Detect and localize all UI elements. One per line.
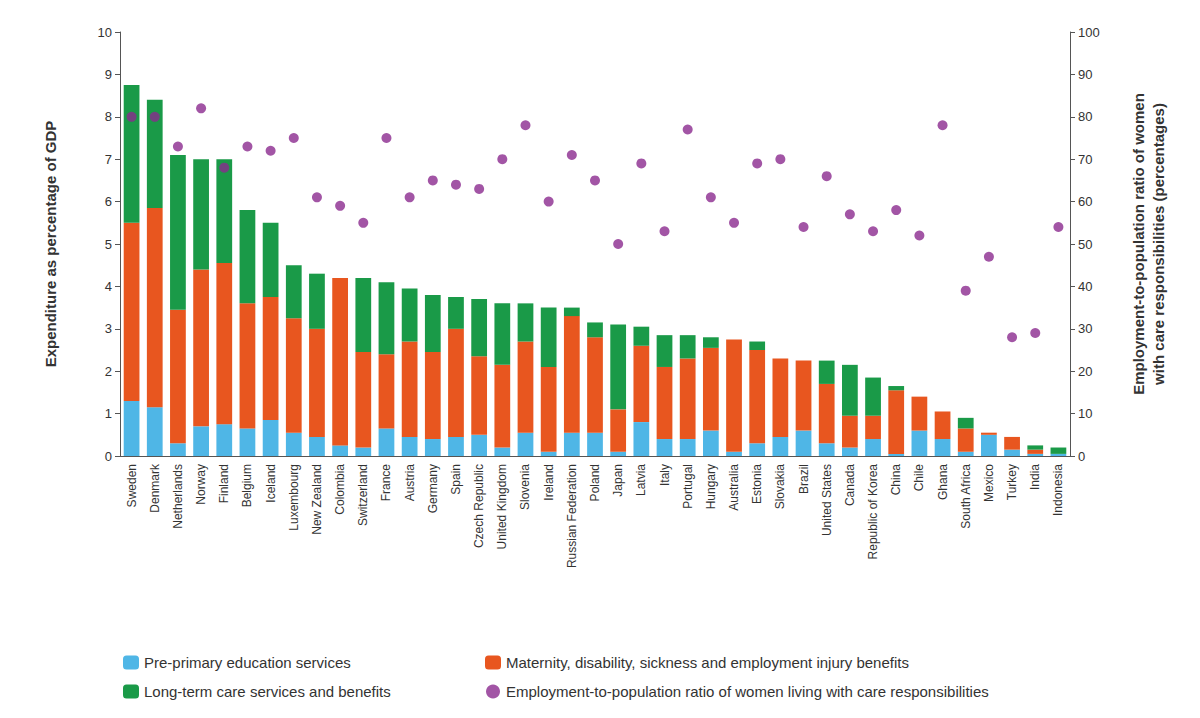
svg-text:with care responsibilities (pe: with care responsibilities (percentages) — [1150, 103, 1167, 386]
svg-text:Expenditure as percentage of G: Expenditure as percentage of GDP — [42, 121, 59, 368]
svg-text:50: 50 — [1078, 237, 1092, 252]
svg-text:Employment-to-population ratio: Employment-to-population ratio of women — [1130, 93, 1147, 395]
svg-text:5: 5 — [105, 237, 112, 252]
svg-text:70: 70 — [1078, 152, 1092, 167]
svg-text:Belgium: Belgium — [240, 464, 254, 507]
svg-text:7: 7 — [105, 152, 112, 167]
svg-text:6: 6 — [105, 194, 112, 209]
svg-text:Slovenia: Slovenia — [518, 464, 532, 510]
svg-text:United Kingdom: United Kingdom — [495, 464, 509, 549]
svg-text:20: 20 — [1078, 364, 1092, 379]
svg-text:60: 60 — [1078, 194, 1092, 209]
svg-text:Spain: Spain — [449, 464, 463, 495]
svg-text:Japan: Japan — [611, 464, 625, 497]
svg-text:Norway: Norway — [194, 464, 208, 505]
svg-text:Ireland: Ireland — [542, 464, 556, 501]
svg-text:France: France — [379, 464, 393, 502]
svg-text:Turkey: Turkey — [1005, 464, 1019, 500]
svg-text:2: 2 — [105, 364, 112, 379]
svg-text:Italy: Italy — [658, 464, 672, 486]
svg-text:Hungary: Hungary — [704, 464, 718, 509]
svg-text:0: 0 — [1078, 449, 1085, 464]
svg-text:Employment-to-population ratio: Employment-to-population ratio of women … — [506, 683, 989, 700]
svg-text:30: 30 — [1078, 321, 1092, 336]
svg-text:Chile: Chile — [912, 464, 926, 492]
svg-text:3: 3 — [105, 321, 112, 336]
svg-text:0: 0 — [105, 449, 112, 464]
svg-text:Mexico: Mexico — [982, 464, 996, 502]
svg-text:Estonia: Estonia — [750, 464, 764, 504]
svg-text:Iceland: Iceland — [264, 464, 278, 503]
svg-text:Portugal: Portugal — [681, 464, 695, 509]
svg-text:Colombia: Colombia — [333, 464, 347, 515]
svg-text:10: 10 — [98, 25, 112, 40]
svg-text:Austria: Austria — [403, 464, 417, 502]
svg-text:Pre-primary education services: Pre-primary education services — [144, 654, 351, 671]
svg-text:Republic of Korea: Republic of Korea — [866, 464, 880, 560]
svg-text:Canada: Canada — [843, 464, 857, 506]
svg-text:Australia: Australia — [727, 464, 741, 511]
svg-text:Denmark: Denmark — [148, 463, 162, 513]
svg-text:Netherlands: Netherlands — [171, 464, 185, 529]
svg-text:10: 10 — [1078, 406, 1092, 421]
svg-text:Maternity, disability, sicknes: Maternity, disability, sickness and empl… — [506, 654, 909, 671]
svg-text:4: 4 — [105, 279, 112, 294]
svg-text:United States: United States — [820, 464, 834, 536]
svg-text:South Africa: South Africa — [959, 464, 973, 529]
svg-text:Switzerland: Switzerland — [356, 464, 370, 526]
svg-text:Latvia: Latvia — [634, 464, 648, 496]
svg-text:Sweden: Sweden — [125, 464, 139, 507]
svg-text:China: China — [889, 464, 903, 496]
svg-text:Poland: Poland — [588, 464, 602, 501]
svg-text:Finland: Finland — [217, 464, 231, 503]
svg-text:Czech Republic: Czech Republic — [472, 464, 486, 548]
svg-text:Indonesia: Indonesia — [1051, 464, 1065, 516]
svg-text:8: 8 — [105, 109, 112, 124]
svg-text:Brazil: Brazil — [797, 464, 811, 494]
svg-text:Ghana: Ghana — [936, 464, 950, 500]
svg-text:1: 1 — [105, 406, 112, 421]
svg-text:9: 9 — [105, 67, 112, 82]
svg-text:40: 40 — [1078, 279, 1092, 294]
svg-text:100: 100 — [1078, 25, 1100, 40]
svg-text:Slovakia: Slovakia — [773, 464, 787, 510]
svg-text:Germany: Germany — [426, 464, 440, 513]
svg-text:Luxembourg: Luxembourg — [287, 464, 301, 531]
svg-text:Long-term care services and be: Long-term care services and benefits — [144, 683, 391, 700]
svg-text:80: 80 — [1078, 109, 1092, 124]
svg-text:New Zealand: New Zealand — [310, 464, 324, 535]
svg-text:Russian Federation: Russian Federation — [565, 464, 579, 568]
svg-text:90: 90 — [1078, 67, 1092, 82]
svg-text:India: India — [1028, 464, 1042, 490]
